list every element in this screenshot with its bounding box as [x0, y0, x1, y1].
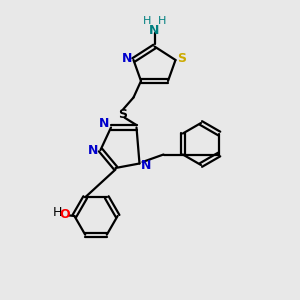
Text: S: S: [118, 107, 127, 121]
Text: N: N: [149, 23, 160, 37]
Text: H: H: [158, 16, 166, 26]
Text: N: N: [141, 159, 151, 172]
Text: O: O: [59, 208, 70, 221]
Text: H: H: [143, 16, 151, 26]
Text: S: S: [178, 52, 187, 65]
Text: N: N: [99, 117, 110, 130]
Text: H: H: [53, 206, 63, 220]
Text: N: N: [88, 143, 98, 157]
Text: N: N: [122, 52, 132, 65]
